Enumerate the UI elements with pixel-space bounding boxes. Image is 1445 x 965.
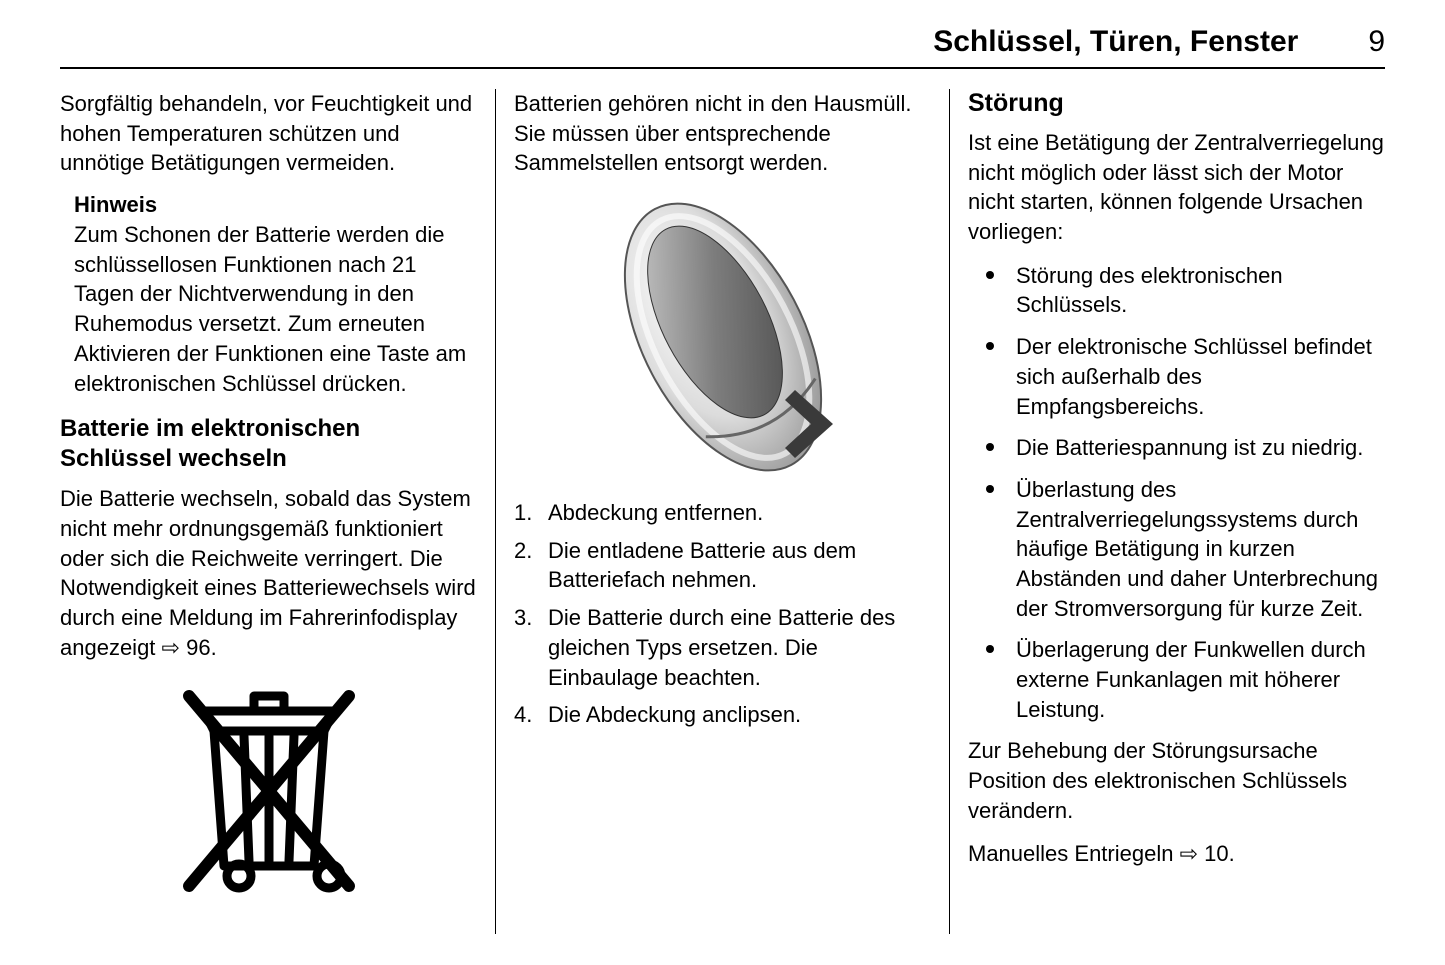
xref-arrow-icon: ⇨ bbox=[162, 635, 187, 660]
fault-intro: Ist eine Betätigung der Zentralverriegel… bbox=[968, 128, 1385, 247]
note-heading: Hinweis bbox=[74, 192, 477, 218]
cause-1: Störung des elektronischen Schlüssels. bbox=[968, 261, 1385, 320]
column-1: Sorgfältig behandeln, vor Feuchtigkeit u… bbox=[60, 89, 495, 934]
page-header: Schlüssel, Türen, Fenster 9 bbox=[60, 25, 1385, 69]
cause-2: Der elektronische Schlüssel befindet sic… bbox=[968, 332, 1385, 421]
fault-causes-list: Störung des elektronischen Schlüssels. D… bbox=[968, 261, 1385, 725]
intro-paragraph: Sorgfältig behandeln, vor Feuchtigkeit u… bbox=[60, 89, 477, 178]
step-2: Die entladene Batterie aus dem Batterief… bbox=[514, 536, 931, 595]
step-1: Abdeckung entfernen. bbox=[514, 498, 931, 528]
manual-text-a: Manuelles Entriegeln bbox=[968, 841, 1180, 866]
battery-text-a: Die Batterie wechseln, sobald das System… bbox=[60, 486, 476, 659]
manual-xref: 10 bbox=[1204, 841, 1228, 866]
cause-5: Überlagerung der Funkwellen durch extern… bbox=[968, 635, 1385, 724]
chapter-title: Schlüssel, Türen, Fenster bbox=[933, 25, 1298, 59]
page-number: 9 bbox=[1368, 25, 1385, 59]
key-fob-illustration bbox=[533, 192, 913, 482]
steps-list: Abdeckung entfernen. Die entladene Batte… bbox=[514, 498, 931, 730]
xref-arrow-icon: ⇨ bbox=[1180, 841, 1205, 866]
content-columns: Sorgfältig behandeln, vor Feuchtigkeit u… bbox=[60, 89, 1385, 934]
manual-page: Schlüssel, Türen, Fenster 9 Sorgfältig b… bbox=[0, 0, 1445, 965]
disposal-paragraph: Batterien gehören nicht in den Hausmüll.… bbox=[514, 89, 931, 178]
manual-text-b: . bbox=[1229, 841, 1235, 866]
step-3: Die Batterie durch eine Batterie des gle… bbox=[514, 603, 931, 692]
battery-paragraph: Die Batterie wechseln, sobald das System… bbox=[60, 484, 477, 662]
fault-fix: Zur Behebung der Störungsursache Positio… bbox=[968, 736, 1385, 825]
step-4: Die Abdeckung anclipsen. bbox=[514, 700, 931, 730]
battery-subheading: Batterie im elektronischen Schlüssel wec… bbox=[60, 414, 477, 474]
cause-3: Die Batteriespannung ist zu niedrig. bbox=[968, 433, 1385, 463]
manual-unlock: Manuelles Entriegeln ⇨ 10. bbox=[968, 839, 1385, 869]
no-trash-bin-icon bbox=[164, 676, 374, 896]
note-body: Zum Schonen der Batterie werden die schl… bbox=[74, 220, 477, 398]
cause-4: Überlastung des Zentralverriegelungssyst… bbox=[968, 475, 1385, 623]
column-3: Störung Ist eine Betätigung der Zentralv… bbox=[950, 89, 1385, 934]
fault-heading: Störung bbox=[968, 89, 1385, 118]
column-2: Batterien gehören nicht in den Hausmüll.… bbox=[496, 89, 949, 934]
battery-xref: 96 bbox=[186, 635, 210, 660]
battery-text-b: . bbox=[211, 635, 217, 660]
